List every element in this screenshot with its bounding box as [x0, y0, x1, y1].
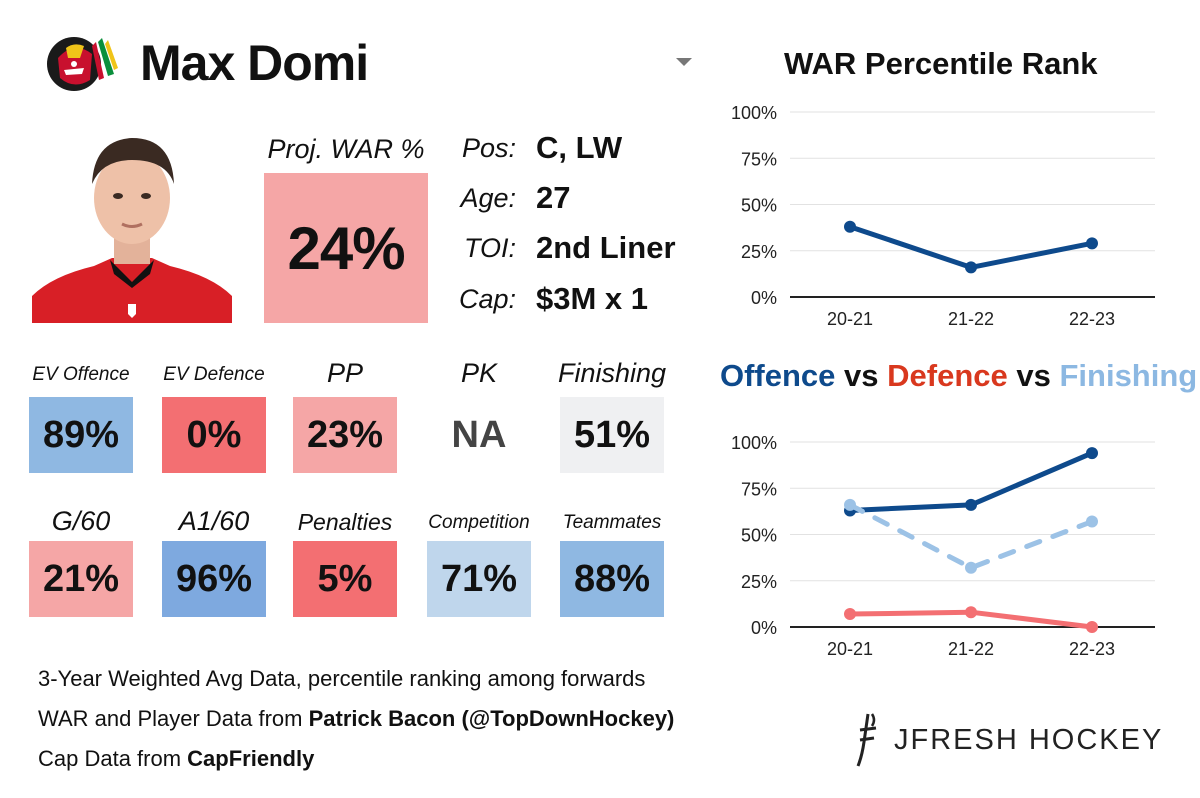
- player-name: Max Domi: [140, 35, 369, 91]
- war-chart-war-point: [1086, 237, 1098, 250]
- competition-tile: 71%: [427, 541, 531, 617]
- footnote-cap-credit: CapFriendly: [187, 746, 315, 771]
- war-chart-title: WAR Percentile Rank: [784, 46, 1098, 81]
- age-label: Age:: [460, 183, 516, 213]
- ev-defence-label: EV Defence: [163, 364, 265, 385]
- ovd-title-defence: Defence: [887, 358, 1008, 393]
- ovd-chart-x-tick-label: 21-22: [948, 639, 994, 659]
- ovd-title-vs-1: vs: [835, 358, 888, 393]
- g60-tile: 21%: [29, 541, 133, 617]
- penalties-label: Penalties: [297, 509, 393, 535]
- ev-offence-tile: 89%: [29, 397, 133, 473]
- war-chart-y-tick-label: 0%: [751, 288, 777, 308]
- ovd-chart-defence-point: [965, 606, 977, 619]
- proj-war-value: 24%: [264, 173, 428, 323]
- pk-label: PK: [460, 358, 498, 388]
- cap-label: Cap:: [458, 284, 516, 314]
- player-dropdown-caret-icon[interactable]: [676, 58, 692, 66]
- position-value: C, LW: [536, 130, 623, 165]
- footnote-cap-source: Cap Data from CapFriendly: [38, 744, 314, 774]
- ovd-chart-finishing-point: [965, 561, 977, 574]
- war-chart-y-tick-label: 50%: [741, 196, 777, 216]
- ovd-chart-y-tick-label: 100%: [731, 433, 777, 453]
- pp-tile: 23%: [293, 397, 397, 473]
- toi-value: 2nd Liner: [536, 230, 676, 265]
- cap-value: $3M x 1: [536, 281, 649, 316]
- war-chart-x-tick-label: 20-21: [827, 309, 873, 329]
- ovd-chart-defence-point: [844, 608, 856, 621]
- team-logo: [47, 37, 118, 91]
- ovd-chart-y-tick-label: 75%: [741, 479, 777, 499]
- teammates-label: Teammates: [562, 512, 662, 533]
- proj-war-label: Proj. WAR %: [267, 134, 425, 164]
- finishing-tile: 51%: [560, 397, 664, 473]
- brand-name: JFRESH HOCKEY: [894, 723, 1164, 756]
- ovd-chart-x-tick-label: 20-21: [827, 639, 873, 659]
- ovd-chart-defence-point: [1086, 621, 1098, 633]
- finishing-label: Finishing: [558, 358, 667, 388]
- ovd-chart-y-tick-label: 50%: [741, 526, 777, 546]
- war-percentile-chart: 0% 25% 50% 75% 100% 20-21 21-22 22-23: [731, 103, 1155, 329]
- ovd-title-finishing: Finishing: [1059, 358, 1198, 393]
- ev-offence-label: EV Offence: [32, 364, 130, 385]
- ev-defence-tile: 0%: [162, 397, 266, 473]
- position-label: Pos:: [461, 133, 516, 163]
- war-chart-x-tick-label: 22-23: [1069, 309, 1115, 329]
- penalties-tile: 5%: [293, 541, 397, 617]
- brand: JFRESH HOCKEY: [854, 712, 1163, 768]
- ovd-chart-finishing-line: [847, 502, 1095, 571]
- war-chart-war-point: [844, 220, 856, 233]
- war-chart-y-tick-label: 75%: [741, 149, 777, 169]
- pp-label: PP: [326, 358, 364, 388]
- footnote-war-credit: Patrick Bacon (@TopDownHockey): [308, 706, 675, 731]
- war-chart-war-point: [965, 261, 977, 274]
- player-photo: [32, 126, 232, 323]
- ovd-title-vs-2: vs: [1007, 358, 1060, 393]
- ovd-chart-offence-point: [965, 498, 977, 511]
- brand-logo-icon: [856, 713, 877, 767]
- ovd-chart-y-tick-label: 0%: [751, 618, 777, 638]
- ovd-chart-finishing-point: [844, 498, 856, 511]
- war-chart-war-line: [847, 224, 1095, 270]
- war-chart-x-tick-label: 21-22: [948, 309, 994, 329]
- ovd-chart-finishing-point: [1086, 515, 1098, 528]
- war-chart-y-tick-label: 100%: [731, 103, 777, 123]
- ovd-chart-x-tick-label: 22-23: [1069, 639, 1115, 659]
- pk-tile: NA: [427, 397, 531, 473]
- a160-label: A1/60: [178, 506, 250, 536]
- offence-defence-finishing-chart: 0% 25% 50% 75% 100% 20-21 21-22 22-23: [731, 433, 1155, 659]
- footnote-methodology: 3-Year Weighted Avg Data, percentile ran…: [38, 666, 646, 691]
- teammates-tile: 88%: [560, 541, 664, 617]
- footnote-war-prefix: WAR and Player Data from: [38, 706, 309, 731]
- competition-label: Competition: [428, 512, 530, 533]
- toi-label: TOI:: [463, 233, 516, 263]
- age-value: 27: [536, 180, 571, 215]
- ovd-chart-y-tick-label: 25%: [741, 572, 777, 592]
- g60-label: G/60: [51, 506, 111, 536]
- ovd-title-offence: Offence: [720, 358, 836, 393]
- war-chart-y-tick-label: 25%: [741, 242, 777, 262]
- a160-tile: 96%: [162, 541, 266, 617]
- footnote-cap-prefix: Cap Data from: [38, 746, 188, 771]
- footnote-war-source: WAR and Player Data from Patrick Bacon (…: [38, 704, 674, 734]
- ovd-chart-offence-point: [1086, 447, 1098, 460]
- ovd-chart-title: Offence vs Defence vs Finishing: [720, 356, 1197, 396]
